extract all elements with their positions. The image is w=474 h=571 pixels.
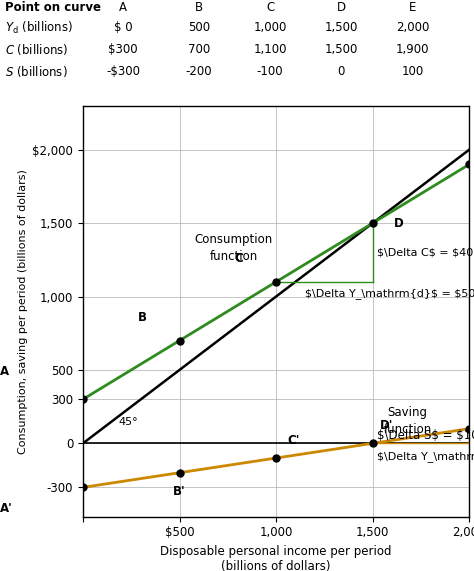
Text: E: E bbox=[409, 2, 416, 14]
Text: $\Delta S$ = $100: $\Delta S$ = $100 bbox=[376, 429, 474, 443]
Text: 2,000: 2,000 bbox=[396, 22, 429, 34]
Text: B: B bbox=[138, 311, 147, 324]
Text: A': A' bbox=[0, 502, 12, 515]
X-axis label: Disposable personal income per period
(billions of dollars): Disposable personal income per period (b… bbox=[160, 545, 392, 571]
Y-axis label: Consumption, saving per period (billions of dollars): Consumption, saving per period (billions… bbox=[18, 169, 28, 453]
Text: Point on curve: Point on curve bbox=[5, 2, 101, 14]
Text: 100: 100 bbox=[401, 66, 423, 78]
Text: 700: 700 bbox=[188, 43, 210, 57]
Text: Saving
function: Saving function bbox=[383, 405, 431, 436]
Text: $C$ (billions): $C$ (billions) bbox=[5, 42, 68, 58]
Text: A: A bbox=[119, 2, 127, 14]
Text: C: C bbox=[266, 2, 274, 14]
Text: 1,900: 1,900 bbox=[396, 43, 429, 57]
Text: 500: 500 bbox=[188, 22, 210, 34]
Text: 1,500: 1,500 bbox=[325, 43, 358, 57]
Text: -100: -100 bbox=[257, 66, 283, 78]
Text: $\Delta C$ = $400: $\Delta C$ = $400 bbox=[376, 247, 474, 258]
Text: A: A bbox=[0, 365, 9, 379]
Text: $ 0: $ 0 bbox=[114, 22, 133, 34]
Text: Consumption
function: Consumption function bbox=[194, 233, 273, 263]
Text: B': B' bbox=[173, 485, 185, 498]
Text: -200: -200 bbox=[186, 66, 212, 78]
Text: D: D bbox=[337, 2, 346, 14]
Text: 45°: 45° bbox=[118, 417, 138, 427]
Text: $Y_\mathregular{d}$ (billions): $Y_\mathregular{d}$ (billions) bbox=[5, 20, 73, 36]
Text: $\Delta Y_\mathrm{d}$ = $500: $\Delta Y_\mathrm{d}$ = $500 bbox=[305, 288, 474, 299]
Text: 1,000: 1,000 bbox=[254, 22, 287, 34]
Text: -$300: -$300 bbox=[106, 66, 140, 78]
Text: B: B bbox=[195, 2, 203, 14]
Text: $\Delta Y_\mathrm{d}$ = $500: $\Delta Y_\mathrm{d}$ = $500 bbox=[376, 452, 474, 463]
Text: 0: 0 bbox=[337, 66, 345, 78]
Text: $300: $300 bbox=[109, 43, 138, 57]
Text: D: D bbox=[393, 217, 403, 230]
Text: 1,500: 1,500 bbox=[325, 22, 358, 34]
Text: 1,100: 1,100 bbox=[254, 43, 287, 57]
Text: D': D' bbox=[380, 419, 393, 432]
Text: C: C bbox=[235, 252, 243, 265]
Text: $S$ (billions): $S$ (billions) bbox=[5, 65, 67, 79]
Text: C': C' bbox=[287, 434, 300, 447]
